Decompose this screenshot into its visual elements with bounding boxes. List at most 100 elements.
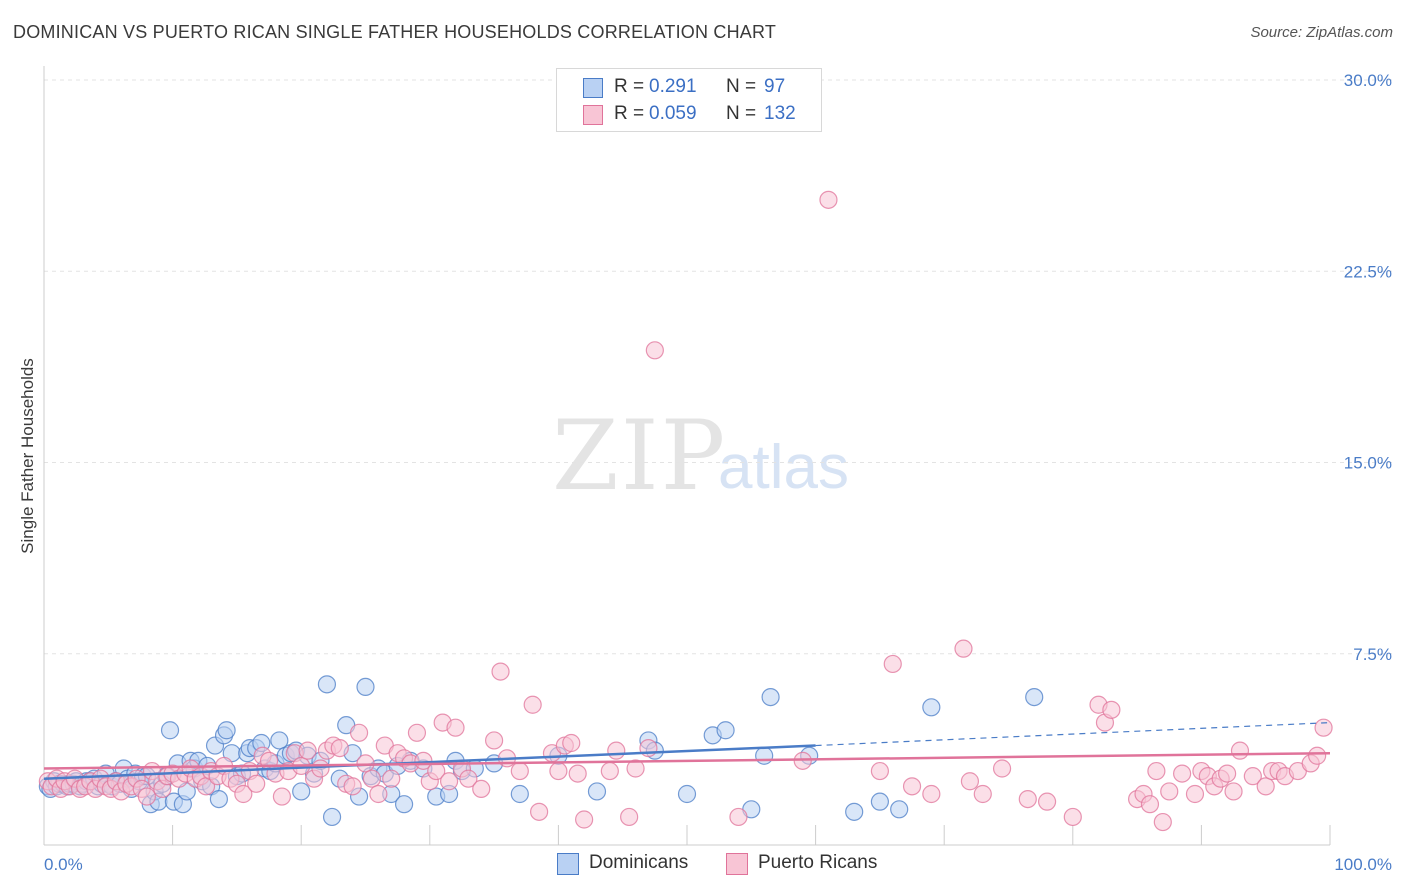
puerto-rican-point bbox=[954, 639, 973, 658]
puerto-rican-point bbox=[620, 807, 639, 827]
dominican-trendline bbox=[43, 744, 816, 780]
puerto-rican-point bbox=[1308, 746, 1327, 765]
puerto-rican-point bbox=[485, 731, 504, 750]
dominican-point bbox=[209, 789, 228, 809]
watermark-atlas: atlas bbox=[718, 433, 849, 502]
legend-r-value: 0.291 bbox=[649, 76, 697, 97]
puerto-rican-point bbox=[1102, 700, 1121, 719]
dominican-point bbox=[394, 795, 414, 814]
puerto-rican-point bbox=[562, 733, 581, 753]
source-label: Source: ZipAtlas.com bbox=[1250, 24, 1393, 41]
puerto-rican-trendline bbox=[43, 751, 1331, 770]
dominican-point bbox=[677, 784, 697, 804]
puerto-rican-point bbox=[459, 769, 478, 788]
bottom-legend-label-puerto-ricans: Puerto Ricans bbox=[758, 852, 878, 873]
puerto-rican-point bbox=[362, 769, 382, 788]
puerto-rican-point bbox=[472, 779, 491, 799]
puerto-rican-point bbox=[311, 759, 330, 778]
dominican-point bbox=[870, 792, 890, 811]
puerto-rican-point bbox=[1160, 782, 1179, 801]
legend-r-label: R = bbox=[614, 76, 645, 97]
puerto-rican-point bbox=[349, 723, 369, 742]
puerto-rican-point bbox=[992, 759, 1012, 778]
puerto-rican-point bbox=[960, 772, 980, 791]
legend-swatch-dominicans bbox=[583, 78, 603, 98]
puerto-rican-point bbox=[729, 807, 748, 827]
correlation-legend: R = 0.291 N = 97 R = 0.059 N = 132 bbox=[556, 68, 822, 132]
legend-n-label: N = bbox=[726, 103, 757, 124]
puerto-rican-point bbox=[1173, 764, 1192, 783]
puerto-rican-point bbox=[575, 810, 594, 829]
puerto-rican-point bbox=[1185, 784, 1205, 804]
puerto-rican-point bbox=[607, 741, 626, 760]
legend-n-value: 97 bbox=[764, 76, 786, 97]
dominican-point bbox=[716, 721, 735, 740]
x-tick-label: 100.0% bbox=[1334, 855, 1392, 874]
puerto-rican-point bbox=[793, 751, 812, 770]
dominican-point bbox=[1025, 687, 1044, 707]
puerto-rican-point bbox=[446, 718, 465, 737]
puerto-rican-point bbox=[549, 761, 568, 781]
puerto-rican-point bbox=[369, 784, 388, 804]
watermark-zip: ZIP bbox=[552, 400, 728, 512]
puerto-rican-point bbox=[382, 769, 401, 788]
dominican-point bbox=[890, 800, 909, 819]
puerto-rican-point bbox=[272, 787, 292, 806]
puerto-rican-point bbox=[439, 772, 459, 791]
chart-title: DOMINICAN VS PUERTO RICAN SINGLE FATHER … bbox=[13, 22, 777, 42]
puerto-rican-point bbox=[1037, 792, 1057, 811]
puerto-rican-point bbox=[510, 761, 529, 781]
puerto-rican-point bbox=[234, 784, 253, 804]
legend-r-value: 0.059 bbox=[649, 103, 697, 124]
puerto-rican-point bbox=[137, 787, 156, 806]
puerto-rican-point bbox=[1018, 789, 1037, 809]
puerto-rican-point bbox=[922, 784, 941, 804]
dominican-point bbox=[510, 784, 529, 804]
dominican-point bbox=[317, 675, 337, 694]
puerto-rican-point bbox=[870, 761, 890, 781]
puerto-rican-point bbox=[330, 738, 349, 758]
puerto-rican-point bbox=[973, 784, 992, 804]
y-tick-label: 7.5% bbox=[1353, 645, 1392, 664]
puerto-rican-point bbox=[1153, 812, 1172, 832]
y-tick-label: 30.0% bbox=[1344, 71, 1392, 90]
puerto-rican-point bbox=[568, 764, 587, 783]
puerto-rican-point bbox=[1218, 764, 1237, 783]
dominican-point bbox=[356, 677, 375, 697]
puerto-rican-point bbox=[1224, 782, 1243, 801]
dominican-point bbox=[160, 721, 180, 740]
bottom-legend-swatch-dominicans bbox=[557, 853, 579, 875]
legend-n-label: N = bbox=[726, 76, 757, 97]
dominican-point bbox=[270, 731, 289, 750]
y-tick-label: 15.0% bbox=[1344, 454, 1392, 473]
y-tick-label: 22.5% bbox=[1344, 262, 1392, 281]
puerto-rican-point bbox=[523, 695, 542, 714]
dominican-point bbox=[217, 721, 236, 740]
puerto-rican-point bbox=[343, 777, 362, 796]
puerto-rican-point bbox=[1140, 795, 1160, 814]
puerto-rican-point bbox=[407, 723, 427, 742]
bottom-legend-swatch-puerto-ricans bbox=[726, 853, 748, 875]
puerto-rican-point bbox=[1230, 741, 1250, 760]
puerto-rican-point bbox=[645, 341, 664, 360]
legend-n-value: 132 bbox=[764, 103, 796, 124]
puerto-rican-point bbox=[1147, 761, 1166, 781]
puerto-rican-point bbox=[600, 761, 619, 781]
puerto-rican-point bbox=[247, 774, 266, 793]
dominican-point bbox=[922, 698, 941, 717]
dominican-point bbox=[322, 807, 342, 827]
puerto-rican-point bbox=[530, 802, 549, 821]
dominican-point bbox=[845, 802, 864, 821]
puerto-rican-point bbox=[902, 777, 922, 796]
dominican-point bbox=[292, 782, 311, 801]
dominican-trendline-extension bbox=[815, 722, 1331, 747]
dominican-point bbox=[761, 687, 780, 707]
x-tick-label: 0.0% bbox=[44, 855, 83, 874]
bottom-legend-label-dominicans: Dominicans bbox=[589, 852, 689, 873]
puerto-rican-point bbox=[626, 759, 645, 778]
puerto-rican-point bbox=[1256, 777, 1275, 796]
puerto-rican-point bbox=[1063, 807, 1082, 827]
dominican-point bbox=[755, 746, 774, 765]
puerto-rican-point bbox=[1243, 767, 1262, 786]
